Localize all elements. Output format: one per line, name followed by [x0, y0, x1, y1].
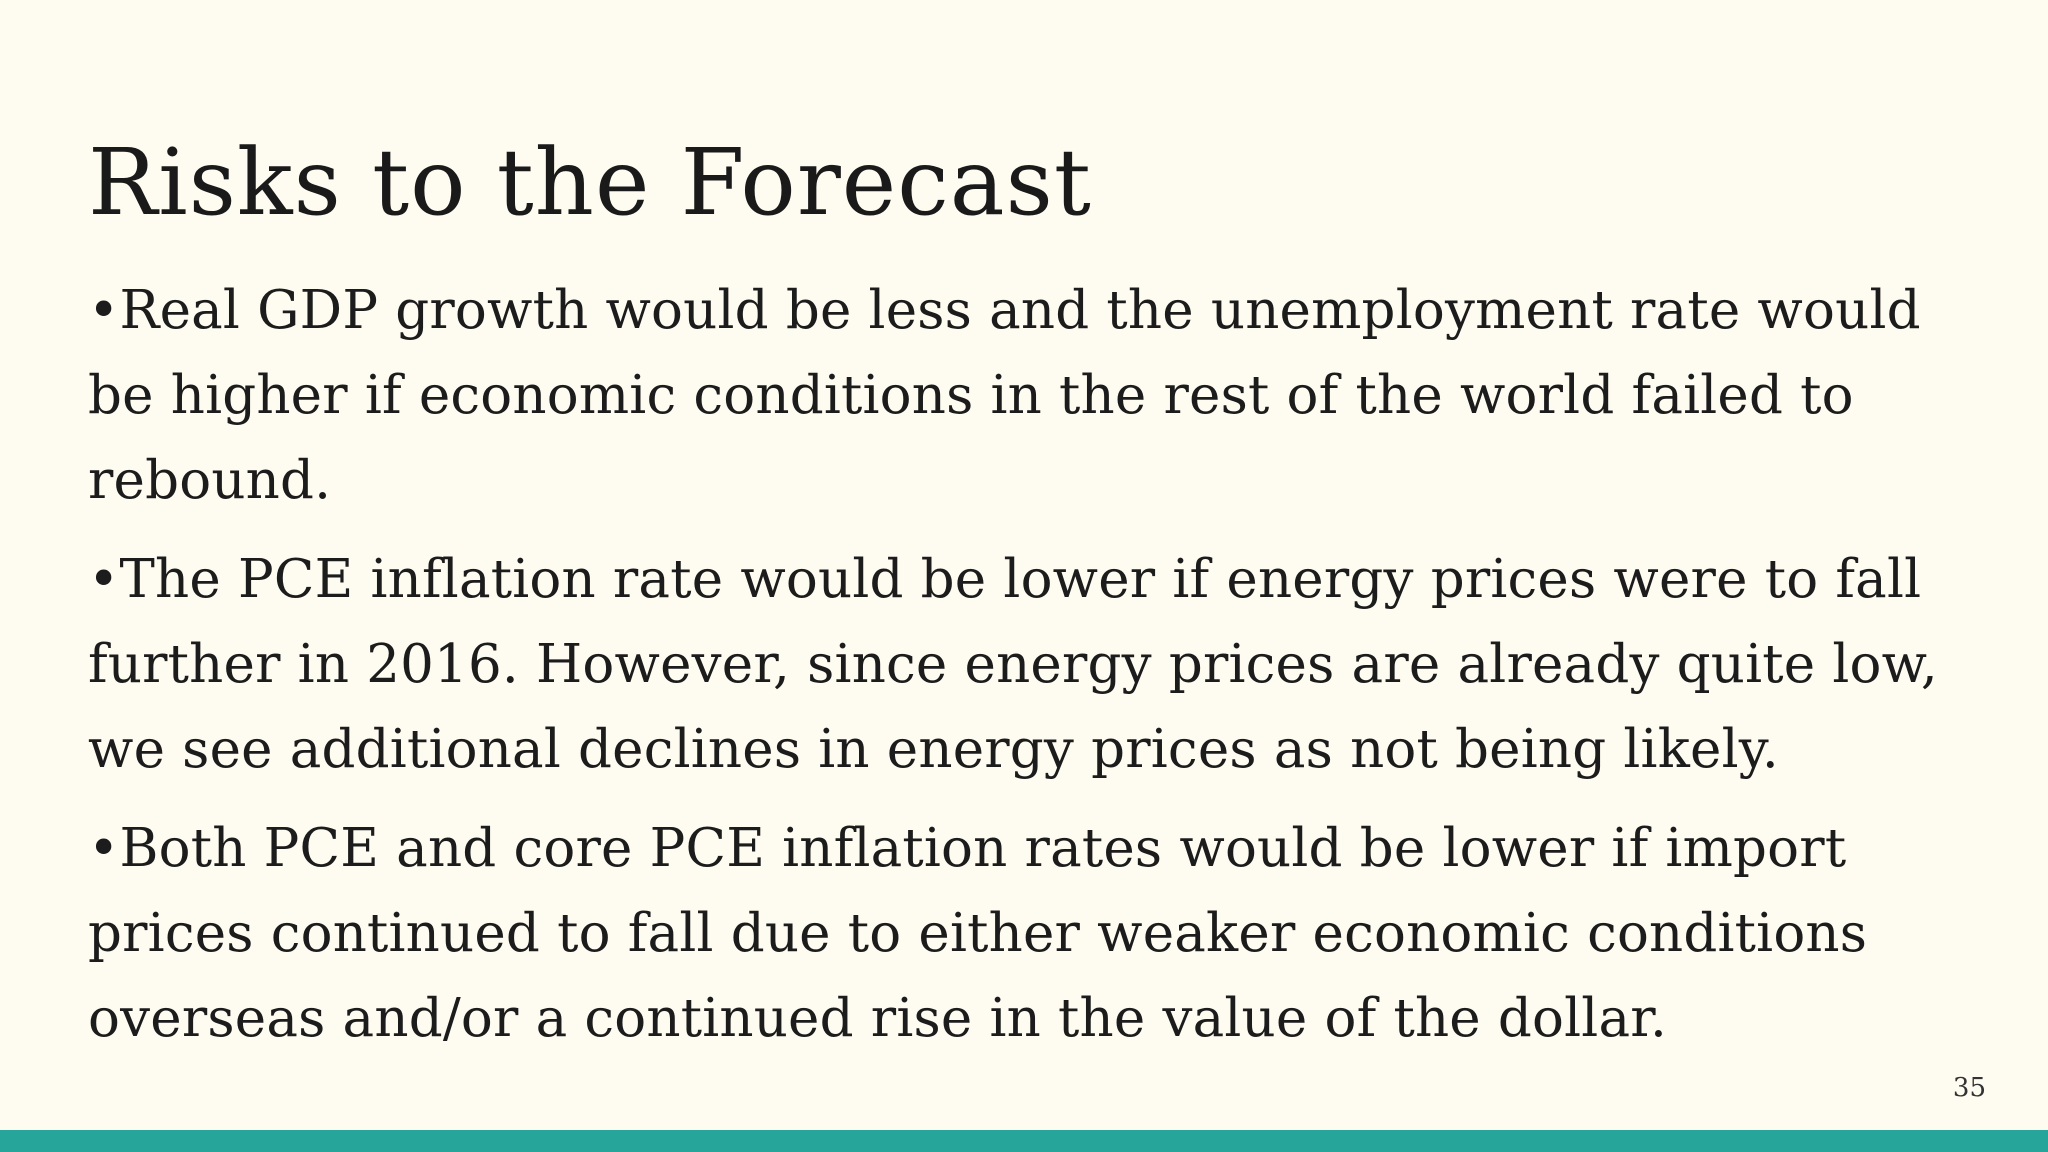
- footer-accent-bar: [0, 1130, 2048, 1152]
- bullet-list: •Real GDP growth would be less and the u…: [88, 268, 1988, 1075]
- bullet-line: prices continued to fall due to either w…: [88, 903, 1868, 964]
- slide-title: Risks to the Forecast: [88, 129, 1092, 236]
- bullet-item: •The PCE inflation rate would be lower i…: [88, 537, 1988, 792]
- bullet-line: •The PCE inflation rate would be lower i…: [88, 549, 1922, 610]
- bullet-item: •Both PCE and core PCE inflation rates w…: [88, 806, 1988, 1061]
- bullet-line: be higher if economic conditions in the …: [88, 365, 1854, 426]
- bullet-line: further in 2016. However, since energy p…: [88, 634, 1938, 695]
- bullet-line: •Real GDP growth would be less and the u…: [88, 280, 1921, 341]
- bullet-line: •Both PCE and core PCE inflation rates w…: [88, 818, 1847, 879]
- page-number: 35: [1952, 1073, 1986, 1103]
- bullet-line: rebound.: [88, 450, 332, 511]
- bullet-line: we see additional declines in energy pri…: [88, 719, 1779, 780]
- bullet-item: •Real GDP growth would be less and the u…: [88, 268, 1988, 523]
- bullet-line: overseas and/or a continued rise in the …: [88, 988, 1668, 1049]
